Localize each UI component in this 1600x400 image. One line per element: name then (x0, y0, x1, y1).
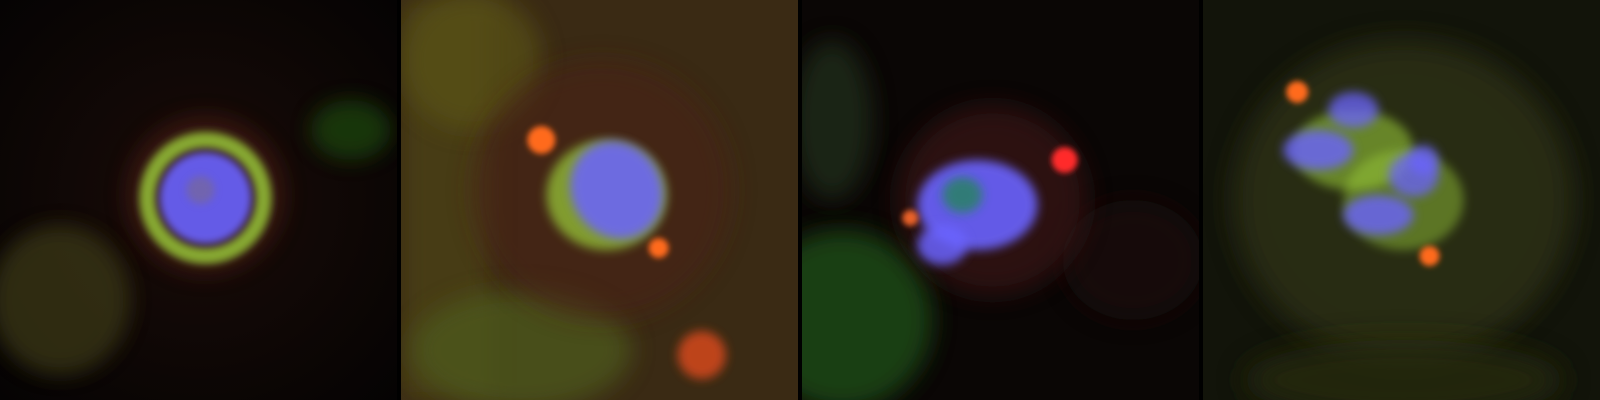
micrograph-panel-4 (1203, 0, 1600, 400)
micrograph-image-1 (0, 0, 397, 400)
centrosome-lower (648, 238, 669, 258)
centrosome-right (1051, 147, 1078, 173)
centrosome-lower (1419, 246, 1440, 266)
chromatin (1283, 130, 1354, 170)
chromatin-core (186, 176, 215, 204)
centrosome-upper (527, 126, 556, 154)
micrograph-panel-1 (0, 0, 397, 400)
centrosome-upper (1286, 81, 1309, 103)
neighbor-centrosome (677, 331, 726, 379)
micrograph-image-2 (401, 0, 798, 400)
micrograph-image-4 (1203, 0, 1600, 400)
green-fragment (310, 100, 391, 160)
micrograph-panel-2 (401, 0, 798, 400)
neighbor-cell (0, 225, 131, 375)
micrograph-panel-3 (802, 0, 1199, 400)
spindle-ring (139, 132, 272, 264)
centrosome-left (902, 210, 919, 226)
spindle (942, 177, 983, 213)
chromatin (570, 141, 663, 239)
micrograph-image-3 (802, 0, 1199, 400)
